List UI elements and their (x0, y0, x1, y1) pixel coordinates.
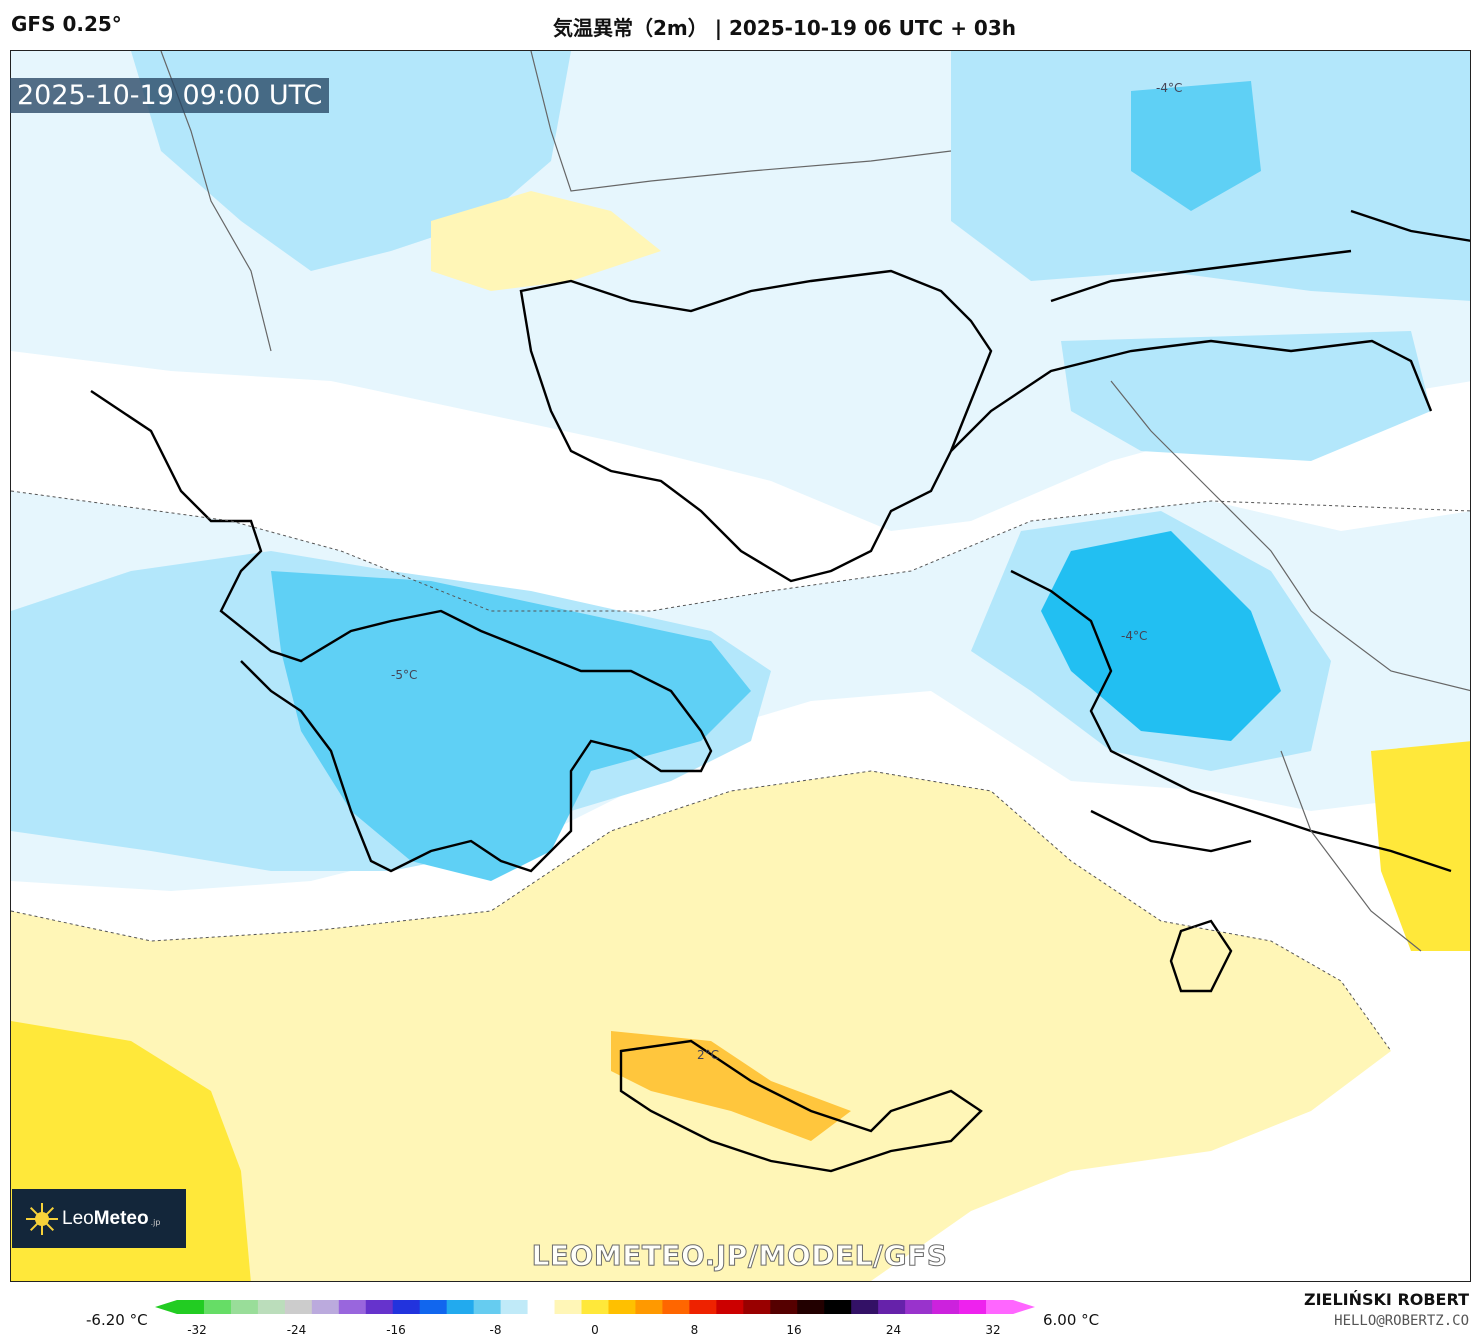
colorbar-swatch (419, 1300, 448, 1314)
colorbar-swatch (662, 1300, 690, 1314)
colorbar-swatch (851, 1300, 879, 1314)
colorbar-swatch (446, 1300, 475, 1314)
colorbar-swatch (716, 1300, 744, 1314)
watermark: LEOMETEO.JP/MODEL/GFS (531, 1239, 948, 1273)
colorbar-swatch (635, 1300, 663, 1314)
contour-label: -5°C (391, 668, 418, 682)
legend-min-label: -6.20 °C (86, 1311, 148, 1329)
coastlines (90, 209, 1470, 1173)
colorbar-swatch (554, 1300, 583, 1314)
logo-suffix: .jp (150, 1218, 161, 1227)
warm-core-crete (611, 1031, 851, 1141)
colorbar-swatch (770, 1300, 798, 1314)
logo-text: LeoMeteo (62, 1207, 149, 1229)
colorbar-swatch (527, 1300, 556, 1314)
colorbar-tick-label: -24 (286, 1323, 307, 1337)
map-canvas (11, 51, 1470, 1281)
colorbar-swatch (473, 1300, 502, 1314)
colorbar-swatch (905, 1300, 933, 1314)
colorbar-swatch (743, 1300, 771, 1314)
colorbar-swatch (959, 1300, 987, 1314)
colorbar-swatch (581, 1300, 609, 1314)
colorbar-arrow-left (155, 1300, 177, 1314)
colorbar-tick-label: 32 (985, 1323, 1001, 1337)
colorbar-swatch (824, 1300, 852, 1314)
logo: LeoMeteo .jp (12, 1189, 186, 1248)
colorbar-swatch (177, 1300, 205, 1314)
contour-lines (11, 490, 1470, 1052)
map-title: 気温異常（2m） | 2025-10-19 06 UTC + 03h (553, 16, 1016, 40)
colorbar-tick-label: -16 (386, 1323, 406, 1337)
warm-region-east (1371, 741, 1470, 951)
colorbar-swatch (230, 1300, 259, 1314)
colorbar-tick-label: 24 (885, 1323, 902, 1337)
colorbar-tick-label: 8 (690, 1323, 699, 1337)
warm-region-aegean-north (431, 191, 661, 291)
colorbar-swatch (986, 1300, 1014, 1314)
colorbar-arrow-right (1013, 1300, 1035, 1314)
colorbar-swatch (365, 1300, 394, 1314)
colorbar-swatch (338, 1300, 367, 1314)
author-credit: ZIELIŃSKI ROBERT (1303, 1290, 1469, 1309)
sun-icon (26, 1202, 58, 1235)
colorbar-swatch (203, 1300, 232, 1314)
cold-core-northeast (1131, 81, 1261, 211)
model-name: GFS 0.25° (11, 12, 122, 36)
legend-max-label: 6.00 °C (1043, 1311, 1100, 1329)
colorbar-swatch (878, 1300, 906, 1314)
colorbar-tick-label: 0 (591, 1323, 599, 1337)
colorbar-swatch (392, 1300, 421, 1314)
colorbar-swatch (932, 1300, 960, 1314)
contour-label: -4°C (1156, 81, 1183, 95)
colorbar-tick-label: -8 (489, 1323, 502, 1337)
author-email: HELLO@ROBERTZ.CO (1334, 1313, 1469, 1329)
colorbar-swatch (311, 1300, 340, 1314)
contour-label: 2°C (697, 1048, 720, 1062)
contour-label: -4°C (1121, 629, 1148, 643)
colorbar-swatch (608, 1300, 636, 1314)
colorbar-swatch (500, 1300, 529, 1314)
colorbar-tick-label: -32 (187, 1323, 207, 1337)
colorbar-swatch (257, 1300, 286, 1314)
colorbar-tick-label: 16 (786, 1323, 802, 1337)
anomaly-map: -4°C -5°C -4°C 2°C (10, 50, 1471, 1282)
colorbar-swatch (284, 1300, 313, 1314)
colorbar (155, 1300, 1035, 1314)
cold-core-peloponnese (271, 571, 751, 881)
valid-time-badge: 2025-10-19 09:00 UTC (10, 78, 330, 113)
cold-region-east (1061, 331, 1431, 461)
colorbar-swatch (689, 1300, 717, 1314)
colorbar-swatch (797, 1300, 825, 1314)
warm-region-south (11, 771, 1391, 1281)
